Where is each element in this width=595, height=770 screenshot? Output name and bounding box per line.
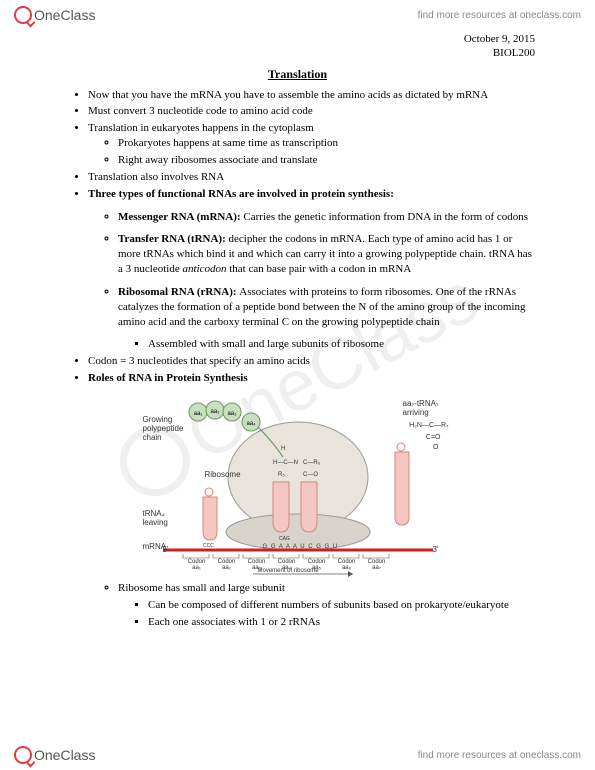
label-seq: G G A A A U C G G U [263,544,339,550]
bullet: Translation in eukaryotes happens in the… [88,121,535,168]
brand-logo-footer[interactable]: OneClass [14,746,95,764]
subsub-bullet: Assembled with small and large subunits … [148,337,535,352]
brand-logo[interactable]: OneClass [14,6,95,24]
label-o: O [433,444,438,451]
svg-text:H—C—N: H—C—N [273,460,298,466]
svg-text:aa₃: aa₃ [227,411,237,417]
subsub-bullet: Each one associates with 1 or 2 rRNAs [148,615,535,630]
translation-diagram: aa₁ aa₂ aa₃ aa₄ H H—C—N C—R₆ R₅ C—O CAG … [143,392,453,577]
page-header: OneClass find more resources at oneclass… [0,0,595,28]
sub-bullet: Prokaryotes happens at same time as tran… [118,136,535,151]
label-ribosome: Ribosome [205,470,241,479]
label-h2n: H₂N—C—R₇ [409,422,448,429]
label-trna-leaving: tRNA₄ leaving [143,510,183,528]
svg-text:aa₄: aa₄ [246,421,256,427]
codon-label: Codon aa₇ [363,559,391,571]
page-title: Translation [60,67,535,82]
footer-tagline[interactable]: find more resources at oneclass.com [418,750,581,761]
label-growing: Growing polypeptide chain [143,416,185,442]
svg-text:C—O: C—O [303,472,318,478]
bullet: Three types of functional RNAs are invol… [88,187,535,353]
label-movement: Movement of ribosome [258,568,319,574]
svg-text:aa₂: aa₂ [210,409,220,415]
rna-item: Ribosomal RNA (rRNA): Associates with pr… [118,285,535,352]
codon-label: Codon aa₆ [333,559,361,571]
label-3prime: 3' [433,545,439,554]
subsub-bullet: Can be composed of different numbers of … [148,598,535,613]
bullet: Roles of RNA in Protein Synthesis [88,371,535,386]
bullet: Now that you have the mRNA you have to a… [88,88,535,103]
svg-text:aa₁: aa₁ [193,411,202,417]
codon-label: Codon aa₁ [183,559,211,571]
svg-text:H: H [281,446,285,452]
brand-name: OneClass [34,7,95,23]
notes-list: Now that you have the mRNA you have to a… [60,88,535,386]
page-content: October 9, 2015 BIOL200 Translation Now … [0,28,595,629]
sub-bullet: Ribosome has small and large subunit [118,581,535,596]
svg-text:CAG: CAG [279,536,290,542]
bullet: Translation also involves RNA [88,170,535,185]
meta-course: BIOL200 [60,46,535,60]
trna-arriving [395,443,409,525]
magnifier-icon [14,6,32,24]
sub-bullet: Right away ribosomes associate and trans… [118,153,535,168]
bullet: Codon = 3 nucleotides that specify an am… [88,354,535,369]
magnifier-icon [14,746,32,764]
label-co: C=O [426,434,441,441]
post-diagram-block: Ribosome has small and large subunit Can… [88,581,535,630]
page-footer: OneClass find more resources at oneclass… [0,742,595,770]
brand-name-footer: OneClass [34,747,95,763]
rna-item: Messenger RNA (mRNA): Carries the geneti… [118,210,535,225]
header-tagline[interactable]: find more resources at oneclass.com [418,10,581,21]
bullet: Must convert 3 nucleotide code to amino … [88,104,535,119]
trna-leaving [203,488,217,540]
rna-item: Transfer RNA (tRNA): decipher the codons… [118,232,535,277]
svg-text:R₅: R₅ [278,472,285,478]
label-5prime: 5' [163,545,169,554]
page-meta: October 9, 2015 BIOL200 [60,32,535,61]
meta-date: October 9, 2015 [60,32,535,46]
svg-text:CCC: CCC [203,543,214,549]
label-arriving: aa₇-tRNA₇ arriving [403,400,453,418]
svg-text:C—R₆: C—R₆ [303,460,321,466]
codon-label: Codon aa₂ [213,559,241,571]
